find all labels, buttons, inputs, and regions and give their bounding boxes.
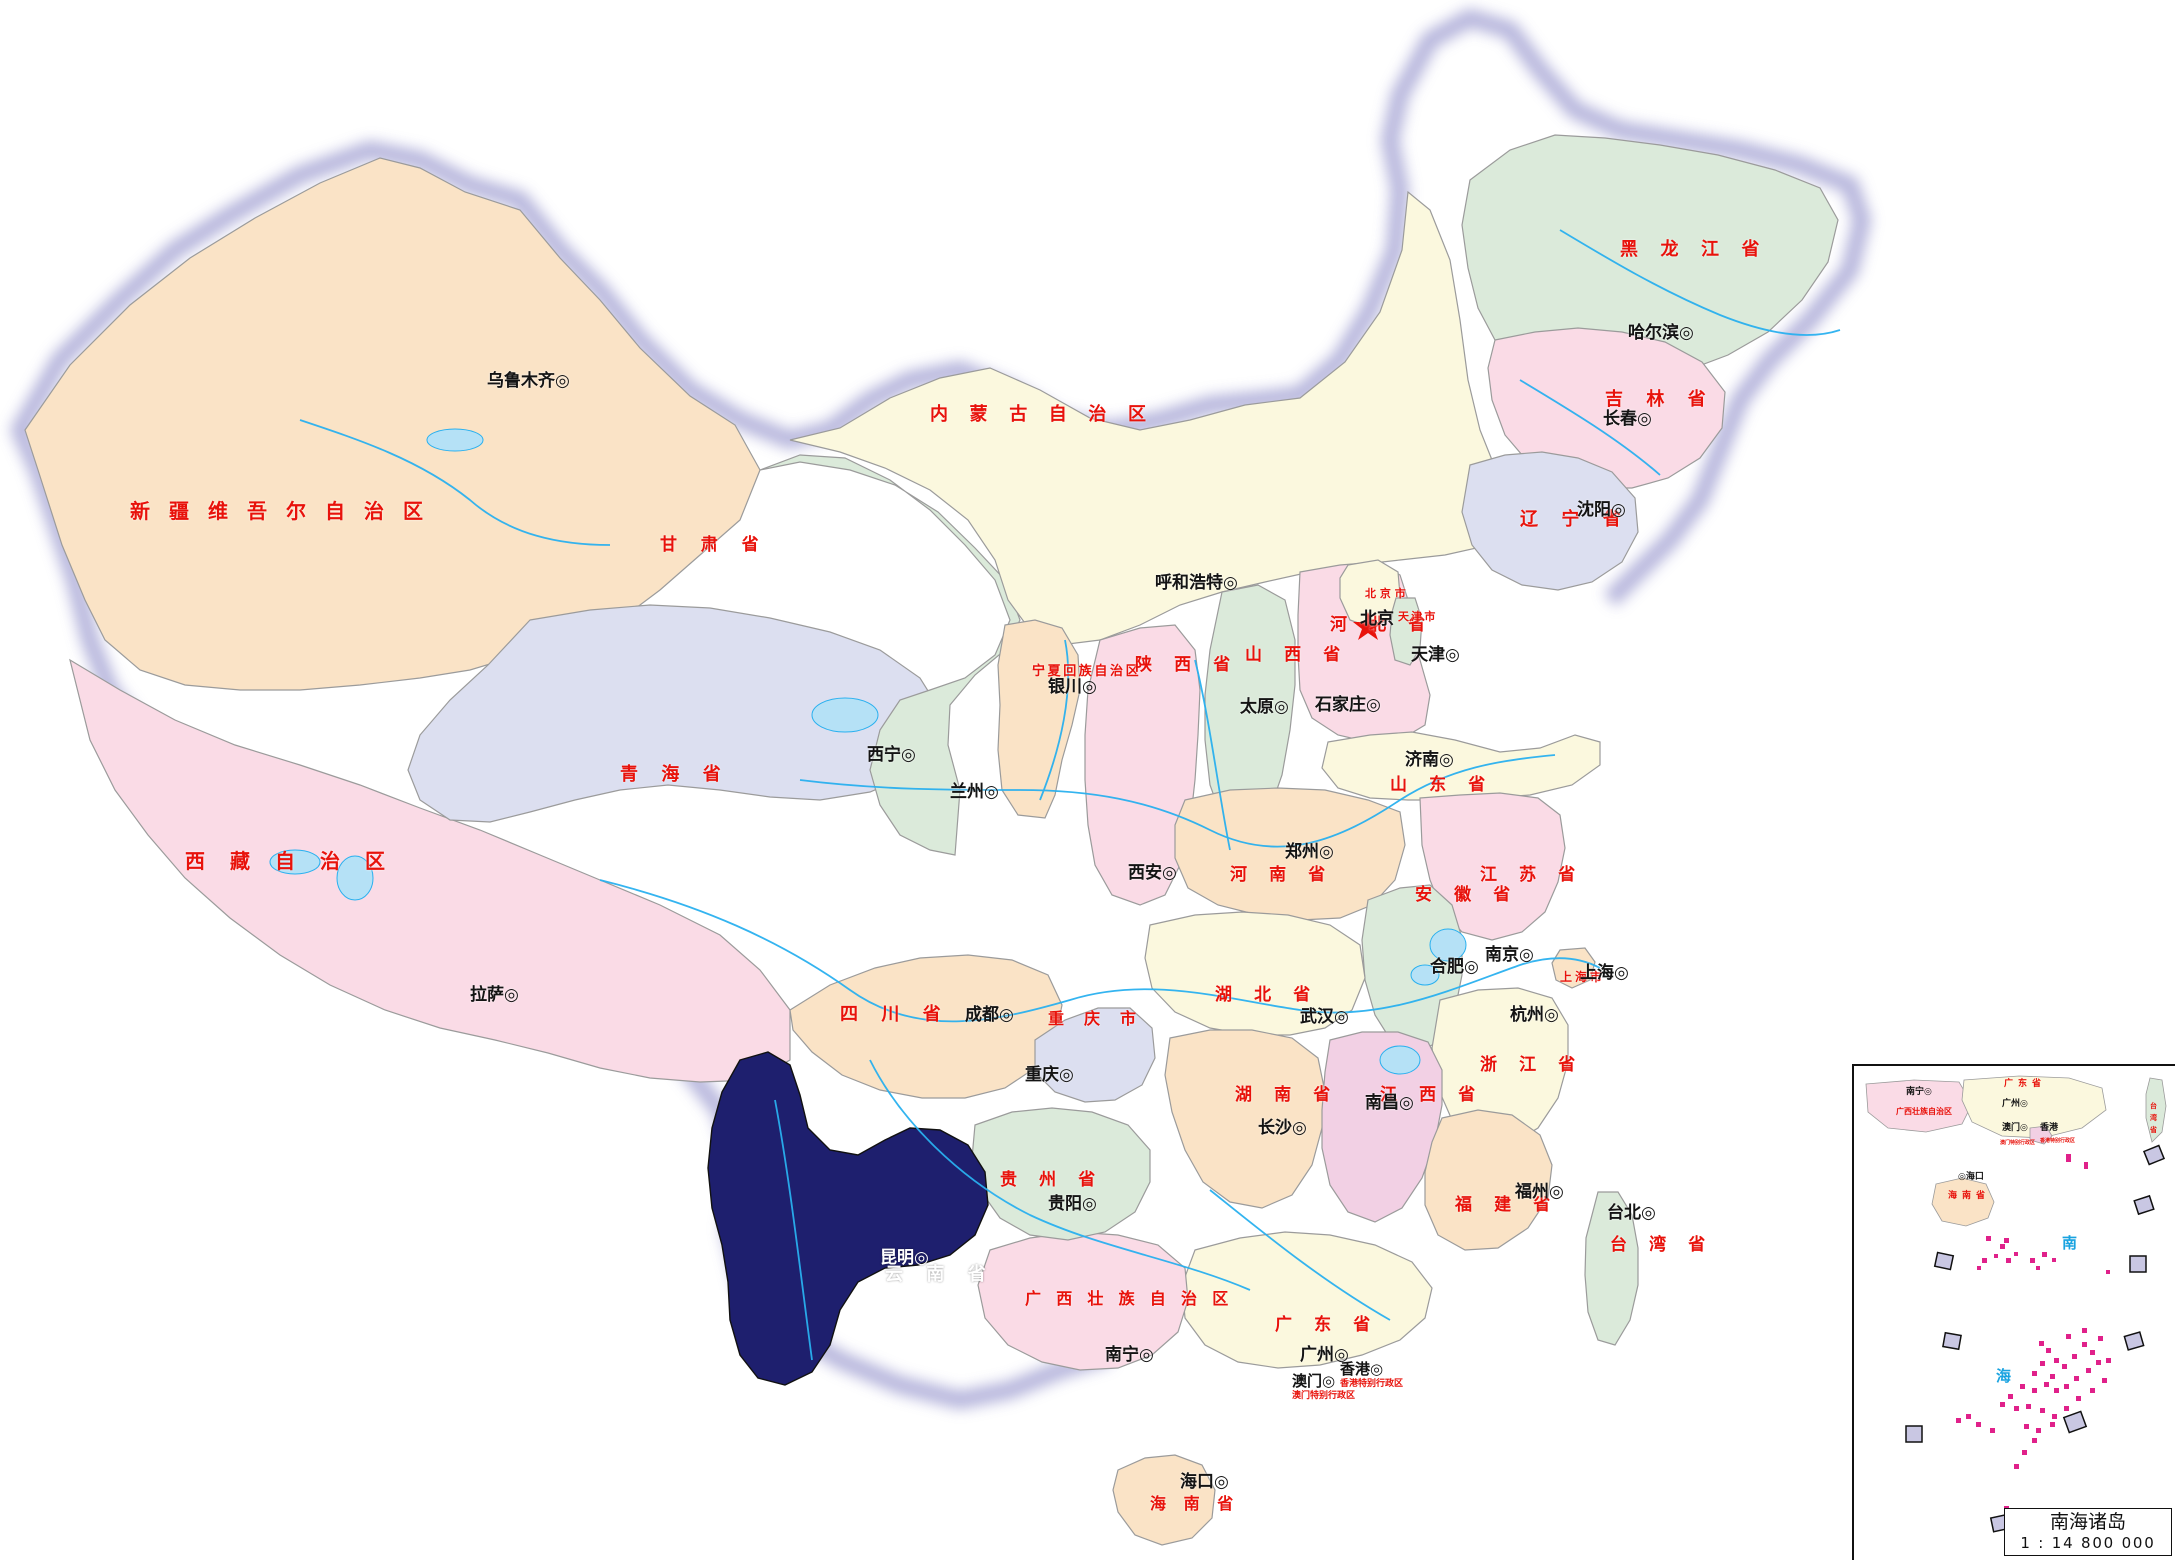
province-shape-jilin [1487,327,1726,489]
province-shape-jiangxi [1321,1031,1443,1223]
province-shape-shaanxi [1084,624,1201,906]
south-china-sea-inset: 南 海 南宁◎ 广西壮族自治区 广东省 广州◎ 澳门◎ 香港 澳门特别行政区 香… [1852,1064,2175,1560]
province-shape-qinghai [407,604,941,823]
inset-label-taiwan2: 湾 [2150,1113,2157,1122]
inset-label-haikou: ◎海口 [1958,1170,1984,1182]
province-shape-yunnan [707,1051,989,1386]
rivers [299,229,1841,1361]
inset-label-taiwan3: 省 [2149,1125,2157,1134]
inset-island-dots [1956,1154,2111,1511]
inset-taiwan-shape [2145,1077,2167,1143]
province-shapes [24,134,1839,1546]
province-shape-liaoning [1461,451,1639,591]
province-shape-shandong [1321,731,1601,801]
inset-label-nanning: 南宁◎ [1906,1085,1932,1097]
province-shape-shanghai [1551,947,1596,989]
province-shape-hubei [1144,911,1366,1036]
province-shape-guangdong [1181,1231,1433,1369]
province-shape-fujian [1424,1109,1553,1251]
province-shape-xinjiang [24,157,761,691]
inset-scale: 1 : 14 800 000 [2020,1534,2156,1553]
province-shape-hainan [1112,1454,1216,1546]
capital-star-marker [1353,612,1383,640]
inset-label-hongkong: 香港 [2039,1121,2059,1133]
inset-title: 南海诸岛 [2049,1510,2126,1533]
inset-label-guangzhou: 广州◎ [2002,1097,2028,1109]
inset-label-macau-sar: 澳门特别行政区 [2000,1139,2035,1146]
inset-hongkong-shape [2029,1125,2053,1145]
province-shape-chongqing [1034,1007,1156,1103]
inset-sea-label-nan: 南 [2062,1234,2077,1252]
inset-label-taiwan: 台 [2150,1101,2157,1110]
province-shape-hunan [1164,1029,1326,1209]
province-shape-guangxi [977,1231,1189,1371]
inset-hainan-shape [1931,1177,1995,1227]
province-shape-beijing [1339,559,1401,629]
inset-label-hongkong-sar: 香港特别行政区 [2039,1137,2075,1144]
province-shape-tianjin [1389,597,1423,666]
inset-sea-label-hai: 海 [1996,1367,2011,1385]
province-shape-ningxia [997,619,1081,819]
province-shape-gansu [759,454,1021,856]
inset-label-hainan: 海南省 [1948,1189,1990,1201]
inset-label-macau: 澳门◎ [2002,1121,2028,1133]
province-shape-heilongjiang [1461,134,1839,381]
inset-guangxi-shape [1865,1079,1973,1133]
inset-label-guangdong: 广东省 [2004,1077,2046,1089]
inset-canvas: 南 海 南宁◎ 广西壮族自治区 广东省 广州◎ 澳门◎ 香港 澳门特别行政区 香… [1865,1075,2167,1533]
inset-title-box: 南海诸岛 1 : 14 800 000 [2004,1507,2172,1556]
inset-label-guangxi: 广西壮族自治区 [1896,1106,1952,1116]
province-shape-guizhou [971,1107,1151,1241]
province-shape-taiwan [1584,1191,1639,1346]
inset-reef-symbols [1905,1144,2166,1533]
inset-guangdong-shape [1961,1075,2107,1139]
lakes [269,428,1467,1075]
